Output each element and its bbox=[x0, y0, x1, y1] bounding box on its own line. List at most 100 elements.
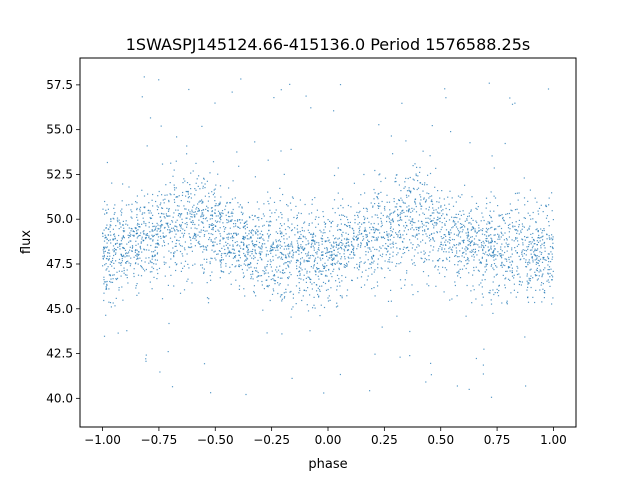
data-point bbox=[417, 244, 419, 246]
data-point bbox=[339, 241, 341, 243]
data-point bbox=[454, 224, 456, 226]
data-point bbox=[287, 226, 289, 228]
data-point bbox=[109, 302, 112, 304]
data-point bbox=[327, 219, 329, 221]
data-point bbox=[224, 252, 227, 255]
data-point bbox=[412, 187, 415, 189]
data-point bbox=[442, 213, 444, 215]
data-point bbox=[231, 219, 233, 221]
data-point bbox=[263, 273, 265, 275]
data-point bbox=[122, 183, 124, 185]
data-point bbox=[237, 219, 239, 221]
data-point bbox=[359, 266, 361, 268]
data-point bbox=[227, 236, 229, 238]
data-point bbox=[506, 300, 508, 302]
data-point bbox=[112, 217, 114, 219]
data-point bbox=[172, 175, 174, 177]
data-point bbox=[366, 236, 368, 238]
data-point bbox=[352, 249, 354, 251]
data-point bbox=[219, 214, 222, 216]
data-point bbox=[307, 240, 309, 242]
data-point bbox=[457, 271, 459, 273]
data-point bbox=[231, 91, 233, 93]
data-point bbox=[464, 220, 466, 222]
data-point bbox=[400, 287, 402, 289]
data-point bbox=[285, 288, 287, 290]
data-point bbox=[372, 206, 374, 208]
data-point bbox=[430, 374, 432, 376]
data-point bbox=[300, 278, 302, 280]
data-point bbox=[145, 223, 147, 225]
data-point bbox=[433, 212, 435, 214]
data-point bbox=[151, 258, 153, 260]
data-point bbox=[192, 237, 194, 239]
data-point bbox=[371, 236, 373, 238]
data-point bbox=[446, 214, 448, 216]
data-point bbox=[468, 260, 470, 262]
data-point bbox=[160, 230, 162, 232]
data-point bbox=[397, 236, 399, 238]
data-point bbox=[358, 265, 360, 267]
data-point bbox=[343, 253, 345, 255]
data-point bbox=[181, 213, 183, 215]
data-point bbox=[515, 229, 517, 231]
data-point bbox=[369, 247, 371, 249]
data-point bbox=[181, 218, 183, 220]
data-point bbox=[443, 291, 445, 293]
data-point bbox=[244, 228, 246, 230]
data-point bbox=[444, 234, 446, 236]
data-point bbox=[415, 226, 417, 229]
data-point bbox=[326, 247, 328, 249]
data-point bbox=[191, 213, 193, 215]
data-point bbox=[423, 197, 425, 199]
data-point bbox=[376, 239, 378, 242]
data-point bbox=[128, 237, 130, 239]
data-point bbox=[415, 174, 417, 177]
data-point bbox=[522, 249, 524, 251]
x-tick-label: 0.25 bbox=[371, 433, 398, 447]
data-point bbox=[424, 260, 426, 262]
data-point bbox=[394, 206, 396, 208]
data-point bbox=[188, 88, 190, 91]
data-point bbox=[524, 239, 526, 241]
data-point bbox=[133, 275, 135, 278]
data-point bbox=[288, 245, 290, 248]
data-point bbox=[128, 204, 130, 206]
data-point bbox=[369, 263, 371, 265]
data-point bbox=[449, 242, 451, 244]
data-point bbox=[415, 205, 417, 208]
data-point bbox=[326, 249, 328, 251]
data-point bbox=[275, 241, 277, 243]
data-point bbox=[481, 212, 483, 214]
data-point bbox=[185, 217, 187, 219]
data-point bbox=[376, 214, 378, 216]
data-point bbox=[141, 236, 143, 238]
data-point bbox=[323, 229, 325, 231]
data-point bbox=[164, 194, 166, 196]
data-point bbox=[201, 210, 203, 212]
data-point bbox=[459, 250, 461, 252]
data-point bbox=[203, 178, 205, 180]
data-point bbox=[157, 239, 159, 241]
data-point bbox=[243, 222, 245, 224]
data-point bbox=[116, 219, 118, 221]
data-point bbox=[410, 220, 412, 222]
data-point bbox=[529, 278, 532, 280]
data-point bbox=[468, 238, 470, 240]
data-point bbox=[176, 136, 178, 138]
data-point bbox=[541, 230, 544, 232]
data-point bbox=[180, 270, 182, 272]
data-point bbox=[441, 247, 443, 249]
data-point bbox=[497, 205, 499, 207]
data-point bbox=[436, 201, 438, 203]
data-point bbox=[319, 257, 321, 259]
data-point bbox=[204, 218, 206, 220]
data-point bbox=[548, 235, 550, 237]
data-point bbox=[331, 276, 333, 278]
data-point bbox=[517, 199, 519, 201]
data-point bbox=[233, 237, 235, 239]
data-point bbox=[130, 227, 132, 230]
data-point bbox=[500, 214, 502, 217]
data-point bbox=[212, 194, 214, 196]
data-point bbox=[145, 354, 147, 356]
